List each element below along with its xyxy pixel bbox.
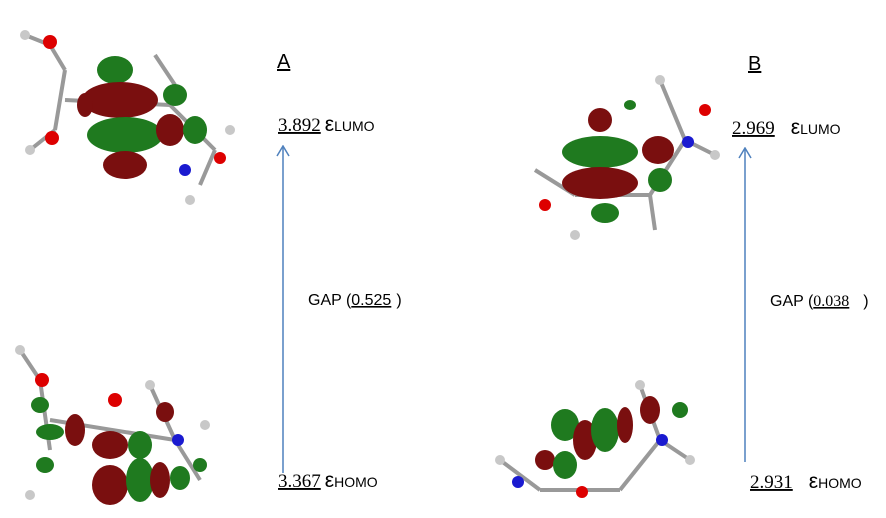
- symbol: ε: [325, 113, 334, 136]
- homo-level: 2.931 εHOMO: [750, 470, 862, 493]
- orbital: LUMO: [334, 118, 375, 134]
- gap-value: 0.525: [351, 292, 391, 309]
- symbol: ε: [809, 470, 818, 493]
- energy: 2.969: [732, 118, 775, 139]
- gap-value: 0.038: [813, 293, 849, 310]
- gap-suffix: ): [396, 292, 401, 309]
- molecule-b-lumo: [535, 75, 720, 240]
- symbol: ε: [791, 116, 800, 139]
- gap-label: GAP (0.525): [308, 292, 402, 309]
- energy: 2.931: [750, 472, 793, 493]
- gap-prefix: GAP (: [308, 292, 352, 309]
- gap-suffix: ): [863, 293, 868, 310]
- gap-label: GAP (0.038): [770, 293, 869, 310]
- molecule-a-lumo: [20, 30, 235, 205]
- panel-label: B: [748, 53, 761, 75]
- energy: 3.892: [278, 115, 321, 136]
- orbital: LUMO: [800, 121, 841, 137]
- energy: 3.367: [278, 471, 321, 492]
- lumo-level: 2.969 εLUMO: [732, 116, 841, 139]
- molecule-b-homo: [495, 380, 695, 498]
- orbital: HOMO: [334, 474, 378, 490]
- molecule-a-homo: [15, 345, 210, 505]
- gap-prefix: GAP (: [770, 293, 814, 310]
- panel-label: A: [277, 51, 291, 73]
- figure: A 3.892εLUMO GAP (0.525) 3.367εHOMO B 2.…: [0, 0, 886, 518]
- symbol: ε: [325, 469, 334, 492]
- orbital: HOMO: [818, 475, 862, 491]
